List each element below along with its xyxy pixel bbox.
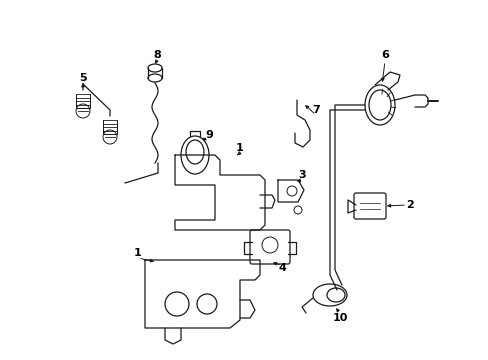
Text: 7: 7: [311, 105, 319, 115]
Text: 2: 2: [406, 200, 413, 210]
Text: 9: 9: [204, 130, 212, 140]
Text: 10: 10: [332, 313, 347, 323]
Text: 1: 1: [236, 143, 244, 153]
Text: 1: 1: [134, 248, 142, 258]
Text: 8: 8: [153, 50, 161, 60]
Text: 5: 5: [79, 73, 87, 83]
Text: 3: 3: [298, 170, 305, 180]
Text: 4: 4: [278, 263, 285, 273]
Text: 6: 6: [380, 50, 388, 60]
